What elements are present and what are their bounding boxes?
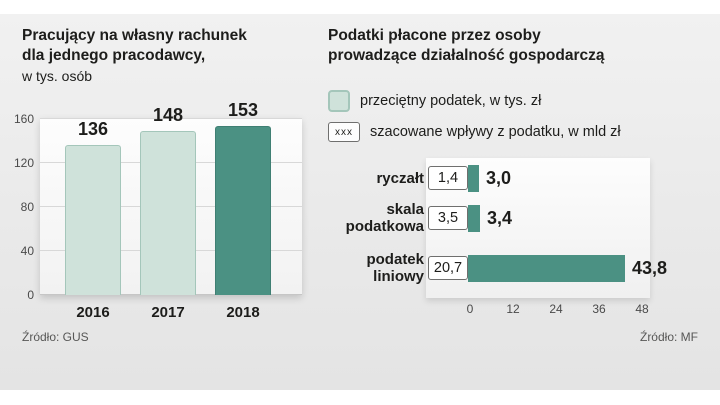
x-tick-2017: 2017: [151, 304, 185, 321]
y-tick-40: 40: [20, 244, 34, 258]
row-label-liniowy: podatek liniowy: [366, 251, 424, 285]
bar-column-2016: 136 2016: [65, 118, 121, 321]
x-tick-36: 36: [592, 302, 606, 316]
legend-label-average-tax: przeciętny podatek, w tys. zł: [360, 93, 542, 109]
row-value-skala: 3,4: [487, 207, 513, 228]
y-tick-160: 160: [13, 112, 34, 126]
row-podatek-liniowy: podatek liniowy 20,7 43,8: [330, 244, 715, 292]
legend-item-average-tax: przeciętny podatek, w tys. zł: [328, 90, 541, 112]
left-source: Źródło: GUS: [22, 330, 89, 344]
row-box-ryczalt: 1,4: [428, 166, 468, 190]
bar-column-2018: 153 2018: [215, 100, 271, 321]
legend-label-revenue: szacowane wpływy z podatku, w mld zł: [370, 124, 621, 140]
row-bar-ryczalt: [468, 164, 479, 192]
row-bar-liniowy: [468, 254, 625, 282]
row-box-skala: 3,5: [428, 206, 468, 230]
left-chart-title: Pracujący na własny rachunek dla jednego…: [22, 26, 312, 66]
bar-2016: [65, 145, 121, 295]
left-title-line1: Pracujący na własny rachunek: [22, 27, 247, 44]
right-title-line2: prowadzące działalność gospodarczą: [328, 47, 605, 64]
y-tick-80: 80: [20, 200, 34, 214]
row-value-liniowy: 43,8: [632, 257, 668, 278]
right-title-line1: Podatki płacone przez osoby: [328, 27, 541, 44]
left-chart-subtitle: w tys. osób: [22, 68, 93, 84]
row-ryczalt: ryczałt 1,4 3,0: [330, 160, 715, 196]
y-tick-120: 120: [13, 156, 34, 170]
row-box-liniowy: 20,7: [428, 256, 468, 280]
x-tick-48: 48: [635, 302, 649, 316]
bar-value-2016: 136: [77, 119, 109, 139]
x-tick-24: 24: [549, 302, 563, 316]
bar-value-2018: 153: [227, 100, 259, 120]
bar-2017: [140, 131, 196, 295]
row-value-ryczalt: 3,0: [486, 167, 512, 188]
right-chart-title: Podatki płacone przez osoby prowadzące d…: [328, 26, 698, 66]
row-label-skala: skala podatkowa: [345, 201, 424, 235]
mint-swatch-icon: [328, 90, 350, 112]
gridline-160: [40, 118, 302, 119]
bar-column-2017: 148 2017: [140, 105, 196, 321]
x-tick-2016: 2016: [76, 304, 110, 321]
row-skala-podatkowa: skala podatkowa 3,5 3,4: [330, 196, 715, 240]
legend-item-revenue: xxx szacowane wpływy z podatku, w mld zł: [328, 122, 621, 142]
y-tick-0: 0: [27, 288, 34, 302]
left-plot-area: 136 2016 148 2017 153 2018: [40, 100, 302, 321]
row-label-ryczalt: ryczałt: [376, 169, 424, 187]
x-tick-12: 12: [506, 302, 520, 316]
x-tick-0: 0: [466, 302, 474, 316]
left-title-line2: dla jednego pracodawcy,: [22, 47, 206, 64]
row-bar-skala: [468, 204, 480, 232]
xxx-box-icon: xxx: [328, 122, 360, 142]
x-tick-2018: 2018: [226, 304, 260, 321]
bar-value-2017: 148: [152, 105, 184, 125]
bar-2018: [215, 126, 271, 295]
right-source: Źródło: MF: [639, 330, 698, 344]
